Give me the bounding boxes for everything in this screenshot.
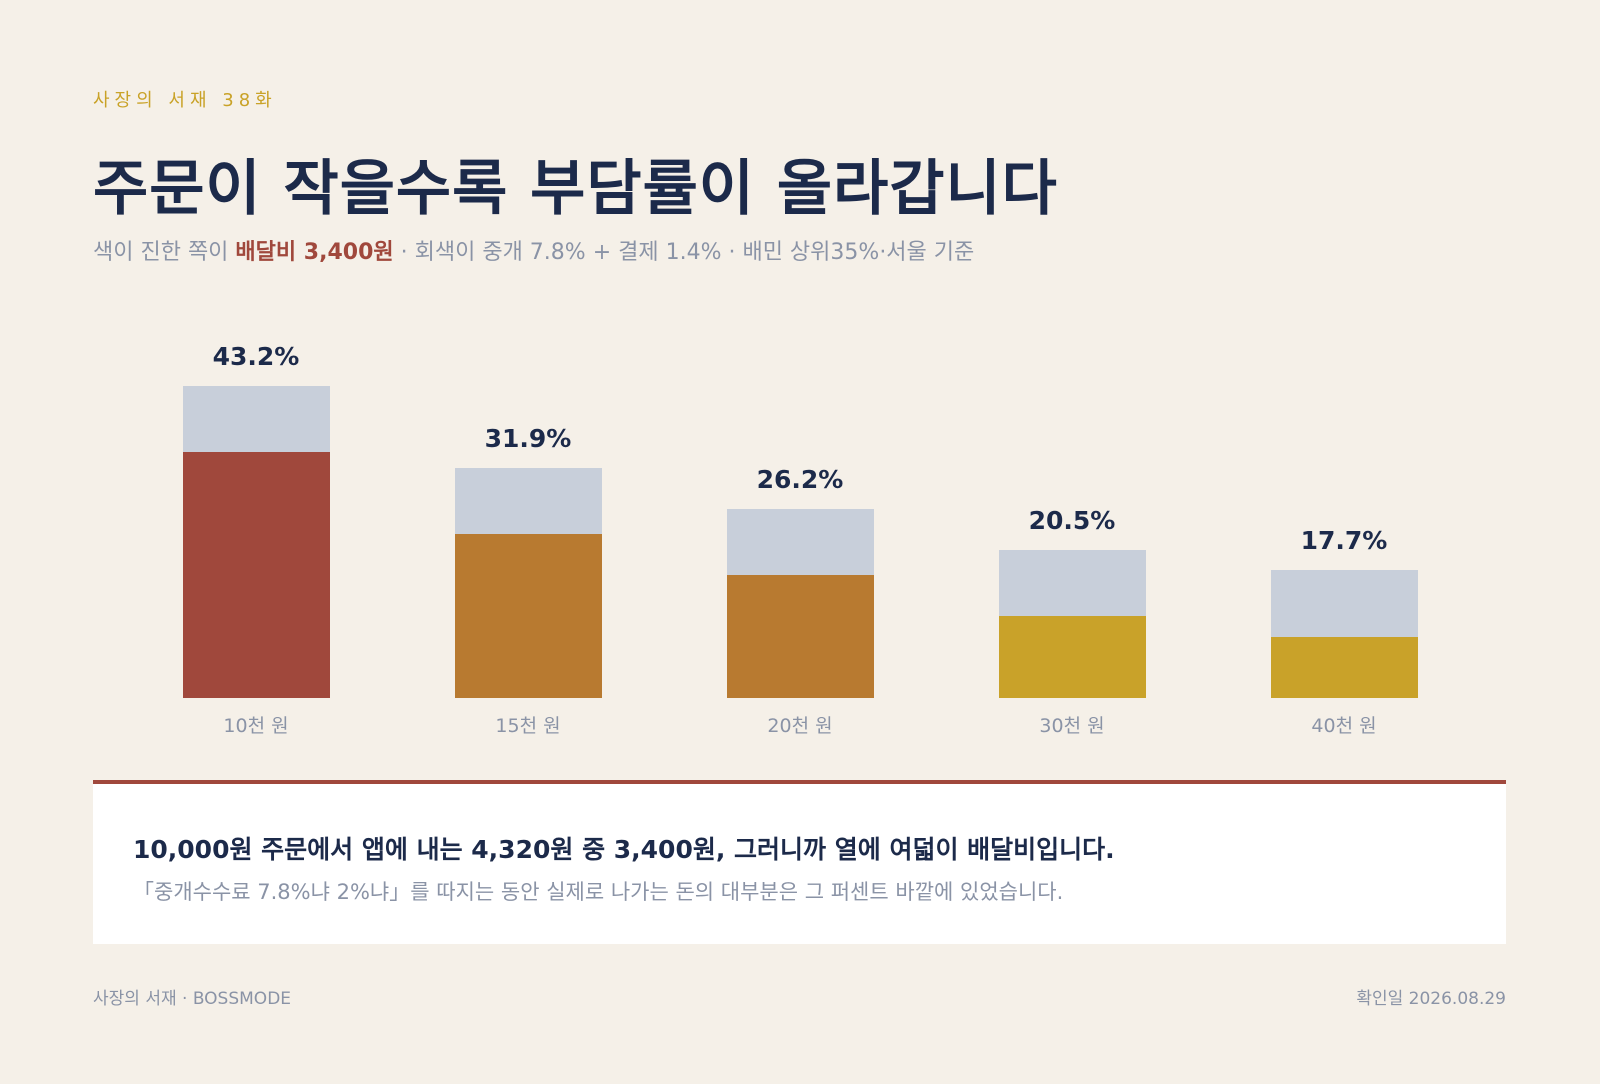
footer-date: 확인일 2026.08.29 (1356, 989, 1506, 1009)
bar-value-label: 31.9% (484, 423, 572, 453)
bar-value-label: 17.7% (1300, 526, 1388, 556)
bar-commission-fee (726, 508, 874, 576)
category-label: 20천 원 (767, 715, 833, 737)
bar-delivery-fee (1270, 636, 1418, 698)
subtitle-pre: 색이 진한 쪽이 (93, 240, 236, 265)
callout-box: 10,000원 주문에서 앱에 내는 4,320원 중 3,400원, 그러니까… (93, 780, 1506, 944)
footer-brand: 사장의 서재 · BOSSMODE (93, 989, 292, 1009)
bar-value-label: 26.2% (756, 464, 844, 494)
bar-delivery-fee (998, 616, 1146, 698)
bar-commission-fee (182, 386, 330, 453)
subtitle-post: · 회색이 중개 7.8% + 결제 1.4% · 배민 상위35%·서울 기준 (393, 240, 975, 265)
callout-sub-text: 「중개수수료 7.8%냐 2%냐」를 따지는 동안 실제로 나가는 돈의 대부분… (133, 880, 1064, 904)
bar-delivery-fee (726, 575, 874, 698)
bar-commission-fee (1270, 570, 1418, 637)
bar-chart: 43.2% 10천 원 31.9% 15천 원 26.2% 20천 원 20.5% 30천 원… (182, 342, 1418, 737)
bar-commission-fee (454, 467, 602, 535)
callout-main-text: 10,000원 주문에서 앱에 내는 4,320원 중 3,400원, 그러니까… (133, 835, 1115, 864)
bar-delivery-fee (454, 534, 602, 698)
category-label: 15천 원 (495, 715, 561, 737)
bar-delivery-fee (182, 452, 330, 698)
bar-commission-fee (998, 549, 1146, 617)
bar-value-label: 20.5% (1028, 505, 1116, 535)
bar-value-label: 43.2% (212, 342, 300, 371)
subtitle-highlight: 배달비 3,400원 (235, 240, 394, 265)
category-label: 40천 원 (1311, 715, 1377, 737)
page-title: 주문이 작을수록 부담률이 올라갑니다 (93, 154, 1058, 224)
series-eyebrow: 사장의 서재 38화 (93, 90, 277, 111)
chart-subtitle: 색이 진한 쪽이 배달비 3,400원 · 회색이 중개 7.8% + 결제 1… (93, 234, 974, 266)
category-label: 30천 원 (1039, 715, 1105, 737)
category-label: 10천 원 (223, 715, 289, 737)
